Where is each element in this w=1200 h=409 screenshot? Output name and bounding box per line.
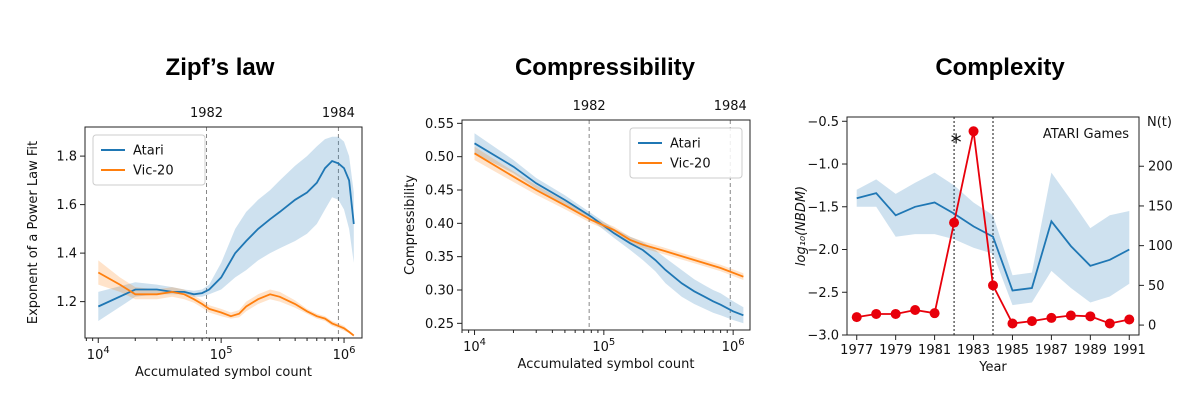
legend-box [92,134,206,186]
x-tick-label: 104 [87,345,110,363]
legend-entry: Vic-20 [133,164,174,179]
y-right-tick-label: 100 [1148,239,1173,254]
confidence-band-atari [98,136,354,321]
x-tick-label: 1987 [1035,343,1068,358]
x-axis-label: Year [978,360,1007,375]
plot-frame [84,126,363,339]
confidence-band-vic-20 [98,260,354,337]
data-point-n-t- [1065,310,1076,321]
plot-frame [846,116,1140,336]
reference-line-label: 1984 [714,99,747,114]
y-tick-label: 0.45 [425,184,454,199]
data-point-n-t- [1046,312,1057,323]
y-tick-label: 0.50 [425,150,454,165]
legend: Atari Vic-20 [629,127,743,179]
data-point-n-t- [949,217,960,228]
y-tick-label: 1.8 [56,150,77,165]
y-tick-label: 0.30 [425,284,454,299]
y-right-tick-label: 0 [1148,319,1156,334]
x-tick-label: 1985 [996,343,1029,358]
chart-panel-1: Zipf’s law 1982 1984 104 105 106 1.2 1.4 1.6 1.8 A… [26,54,363,380]
series-line-atari [474,142,744,317]
y-right-tick-label: 200 [1148,160,1173,175]
data-point-n-t- [910,304,921,315]
chart-title: Zipf’s law [166,54,275,81]
data-point-n-t- [968,126,979,137]
x-tick-label: 1983 [957,343,990,358]
y-axis-label: Exponent of a Power Law Fit [26,141,41,324]
plot-frame [461,119,751,331]
x-axis-label: Accumulated symbol count [518,357,695,372]
reference-line-label: 1984 [322,106,355,121]
data-point-n-t- [1026,316,1037,327]
y-tick-label: 1.2 [56,295,77,310]
x-tick-label: 1979 [879,343,912,358]
chart-panel-2: Compressibility 1982 1984 104 105 106 0.25 0.30… [403,54,751,372]
legend-entry: Vic-20 [670,157,711,172]
y-right-axis-label: N(t) [1147,115,1172,130]
y-tick-label: 1.4 [56,247,77,262]
x-tick-label: 1991 [1113,343,1146,358]
chart-title: Compressibility [515,54,696,81]
y-tick-label: −1.0 [807,158,839,173]
y-right-tick-label: 50 [1148,279,1165,294]
legend: Atari Vic-20 [92,134,206,186]
y-tick-label: −2.5 [807,286,839,301]
reference-line-label: 1982 [190,106,223,121]
data-point-n-t- [929,308,940,319]
x-tick-label: 104 [463,337,486,355]
y-tick-label: 0.55 [425,117,454,132]
y-tick-label: −1.5 [807,200,839,215]
chart-title: Complexity [935,54,1065,81]
data-point-n-t- [871,308,882,319]
significance-marker: * [951,131,962,156]
data-point-n-t- [1085,311,1096,322]
y-tick-label: 0.40 [425,217,454,232]
reference-line-label: 1982 [573,99,606,114]
y-tick-label: 1.6 [56,198,77,213]
data-point-n-t- [1124,314,1135,325]
data-point-n-t- [1007,318,1018,329]
y-tick-label: 0.25 [425,317,454,332]
y-tick-label: −2.0 [807,243,839,258]
y-axis-label: Compressibility [403,175,418,275]
series-line-atari [97,159,355,308]
y-tick-label: 0.35 [425,250,454,265]
x-tick-label: 106 [722,337,745,355]
x-tick-label: 1989 [1074,343,1107,358]
x-tick-label: 1981 [918,343,951,358]
y-tick-label: −0.5 [807,115,839,130]
x-axis-label: Accumulated symbol count [135,365,312,380]
data-point-n-t- [988,280,998,291]
x-tick-label: 106 [333,345,356,363]
series-line-vic-20 [474,152,744,278]
series-line-complexity [856,192,1130,292]
y-tick-label: −3.0 [807,329,839,344]
legend-entry: Atari [133,144,164,159]
legend-box [629,127,743,179]
panel-annotation: ATARI Games [1043,127,1129,142]
data-point-n-t- [890,308,901,319]
data-point-n-t- [851,312,862,323]
x-tick-label: 105 [210,345,233,363]
y-axis-label: log₁₀(NBDM) [794,186,809,266]
data-point-n-t- [1104,318,1115,329]
chart-panel-3: Complexity 1977 1979 1981 1983 1985 1987 1989 19… [794,54,1173,375]
x-tick-label: 105 [592,337,615,355]
y-right-tick-label: 150 [1148,199,1173,214]
x-tick-label: 1977 [840,343,873,358]
legend-entry: Atari [670,137,701,152]
series-line-vic-20 [97,271,355,337]
